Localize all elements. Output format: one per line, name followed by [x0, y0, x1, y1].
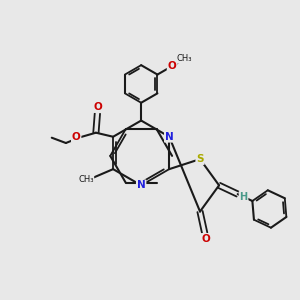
Text: O: O [93, 102, 102, 112]
Text: N: N [165, 132, 174, 142]
Text: CH₃: CH₃ [78, 175, 94, 184]
Text: CH₃: CH₃ [177, 54, 193, 63]
Text: O: O [168, 61, 176, 71]
Text: O: O [202, 234, 210, 244]
Text: N: N [137, 180, 146, 190]
Text: H: H [239, 192, 247, 202]
Text: O: O [72, 132, 81, 142]
Text: S: S [196, 154, 204, 164]
